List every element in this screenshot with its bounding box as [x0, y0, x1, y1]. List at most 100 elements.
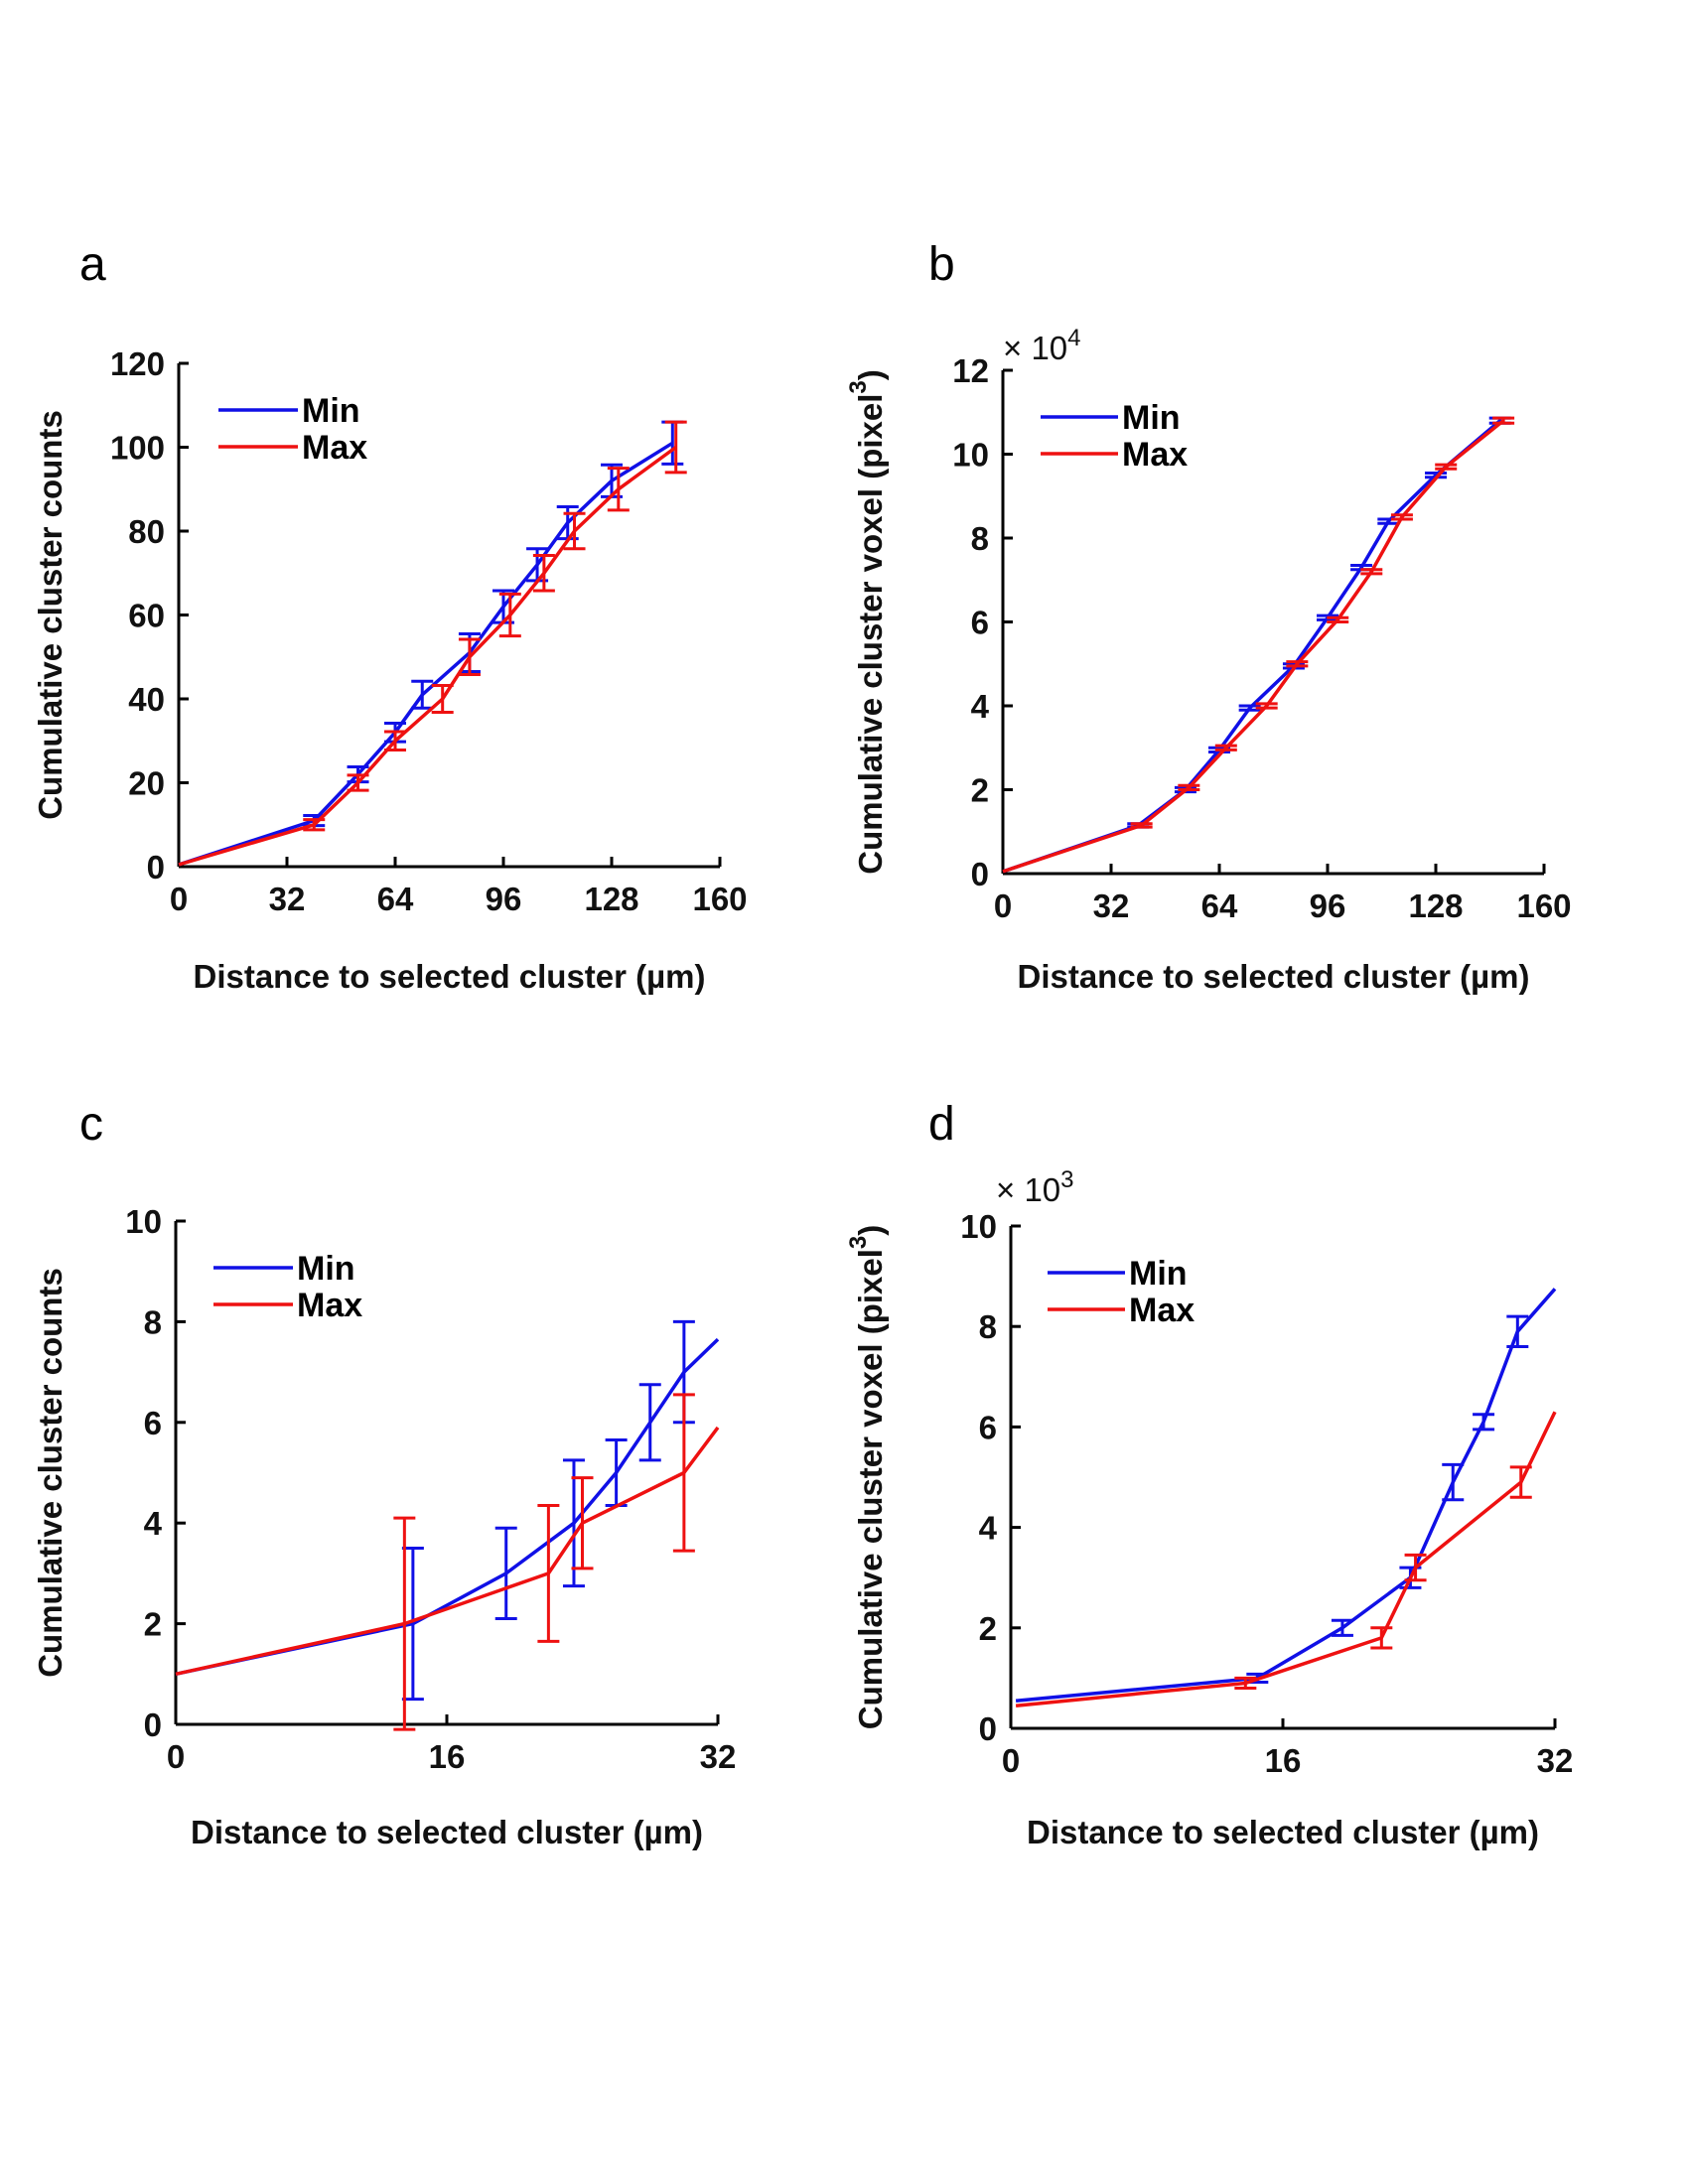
- panel-a: a 0 20 40 60 80 100 120 0 32 64 96 128 160 Distance to…: [32, 238, 748, 995]
- series-line-max: [1015, 1411, 1557, 1707]
- y-tick-label: 8: [144, 1303, 162, 1340]
- legend-label-max: Max: [1122, 436, 1188, 474]
- error-bar: [605, 1438, 628, 1507]
- error-bar: [1509, 1465, 1532, 1499]
- legend-label-max: Max: [302, 429, 367, 467]
- series-line-min: [1015, 1288, 1557, 1703]
- error-bar: [563, 511, 586, 551]
- y-tick-label: 6: [979, 1409, 997, 1445]
- y-tick-label: 10: [125, 1203, 162, 1240]
- error-bar: [1435, 463, 1458, 471]
- x-tick-label: 64: [377, 881, 414, 917]
- y-tick-label: 12: [952, 352, 989, 389]
- error-bar: [1360, 568, 1383, 576]
- error-bar: [1238, 704, 1261, 712]
- x-tick-label: 0: [170, 881, 188, 917]
- series-max: [175, 1393, 720, 1731]
- x-tick-label: 32: [700, 1738, 737, 1775]
- error-bar: [1492, 416, 1515, 425]
- series-min: [178, 420, 684, 867]
- y-tick-label: 4: [144, 1505, 163, 1542]
- y-scale-exponent: 4: [1067, 325, 1080, 351]
- y-tick-label: 2: [979, 1610, 997, 1647]
- y-tick-label: 4: [971, 688, 990, 725]
- series-line-max: [178, 446, 677, 867]
- series-max: [1015, 1411, 1557, 1707]
- error-bar: [1327, 615, 1349, 623]
- error-bar: [303, 818, 326, 832]
- legend-label-min: Min: [302, 392, 360, 430]
- series-min: [1015, 1288, 1557, 1703]
- error-bar: [1442, 1462, 1465, 1502]
- x-tick-label: 64: [1201, 887, 1238, 924]
- legend-label-min: Min: [1122, 399, 1181, 437]
- x-tick-label: 160: [692, 881, 747, 917]
- error-bar: [431, 683, 454, 715]
- panel-b: b 0 2 4 6 8 10 12 0 32 64 96 128 160 Distance to selec…: [845, 238, 1572, 995]
- y-axis-title-end: ): [852, 369, 889, 380]
- series-max: [178, 420, 687, 867]
- y-tick-label: 10: [960, 1208, 997, 1245]
- error-bar: [384, 730, 406, 752]
- y-tick-label: 100: [110, 430, 165, 467]
- y-tick-label: 40: [128, 681, 165, 718]
- x-tick-label: 32: [269, 881, 306, 917]
- series-line-max: [1002, 419, 1505, 874]
- error-bar: [498, 592, 521, 638]
- series-min: [1002, 416, 1511, 874]
- y-scale-multiplier: × 104: [1003, 325, 1081, 366]
- error-bar: [661, 420, 684, 466]
- error-bar: [1130, 822, 1153, 829]
- error-bar: [1214, 744, 1237, 751]
- error-bar: [672, 1393, 695, 1553]
- error-bar: [562, 1458, 585, 1588]
- panel-letter: a: [79, 238, 106, 291]
- panel-letter: c: [79, 1098, 103, 1151]
- series-max: [1002, 416, 1515, 874]
- error-bar: [664, 420, 687, 475]
- x-tick-label: 96: [486, 881, 522, 917]
- x-tick-label: 128: [1408, 887, 1463, 924]
- y-tick-label: 0: [971, 856, 989, 892]
- x-tick-label: 16: [429, 1738, 466, 1775]
- y-tick-label: 10: [952, 437, 989, 474]
- x-tick-label: 128: [584, 881, 638, 917]
- y-axis-title: Cumulative cluster voxel (pixel3): [845, 369, 889, 875]
- error-bar: [1331, 1618, 1353, 1637]
- y-tick-label: 8: [979, 1308, 997, 1345]
- x-axis-title: Distance to selected cluster (µm): [191, 1814, 703, 1850]
- x-axis-title: Distance to selected cluster (µm): [1017, 958, 1529, 995]
- error-bar: [1234, 1676, 1257, 1691]
- x-tick-label: 0: [167, 1738, 185, 1775]
- legend-label-max: Max: [1129, 1292, 1195, 1329]
- y-scale-multiplier: × 103: [996, 1166, 1074, 1208]
- series-min: [175, 1319, 720, 1702]
- y-axis-title-superscript: 3: [845, 380, 872, 393]
- error-bar: [607, 467, 630, 512]
- x-tick-label: 96: [1310, 887, 1346, 924]
- legend-label-min: Min: [297, 1250, 355, 1288]
- legend-label-min: Min: [1129, 1255, 1188, 1293]
- y-tick-label: 0: [147, 849, 165, 886]
- error-bar: [1286, 660, 1309, 668]
- x-tick-label: 0: [1002, 1742, 1020, 1779]
- series-line-min: [175, 1337, 720, 1677]
- y-tick-label: 20: [128, 765, 165, 802]
- error-bar: [1390, 513, 1413, 521]
- error-bar: [571, 1476, 594, 1570]
- error-bar: [638, 1383, 661, 1462]
- x-axis-title: Distance to selected cluster (µm): [1027, 1814, 1539, 1850]
- y-tick-label: 6: [971, 605, 989, 641]
- panel-letter: b: [928, 238, 955, 291]
- y-tick-label: 2: [971, 772, 989, 809]
- error-bar: [494, 1526, 517, 1621]
- y-tick-label: 8: [971, 520, 989, 557]
- error-bar: [537, 1503, 560, 1643]
- x-tick-label: 32: [1537, 1742, 1574, 1779]
- y-tick-label: 4: [979, 1510, 998, 1547]
- panel-c: c 0 2 4 6 8 10 0 16 32 Distance to selected cluste…: [32, 1098, 736, 1850]
